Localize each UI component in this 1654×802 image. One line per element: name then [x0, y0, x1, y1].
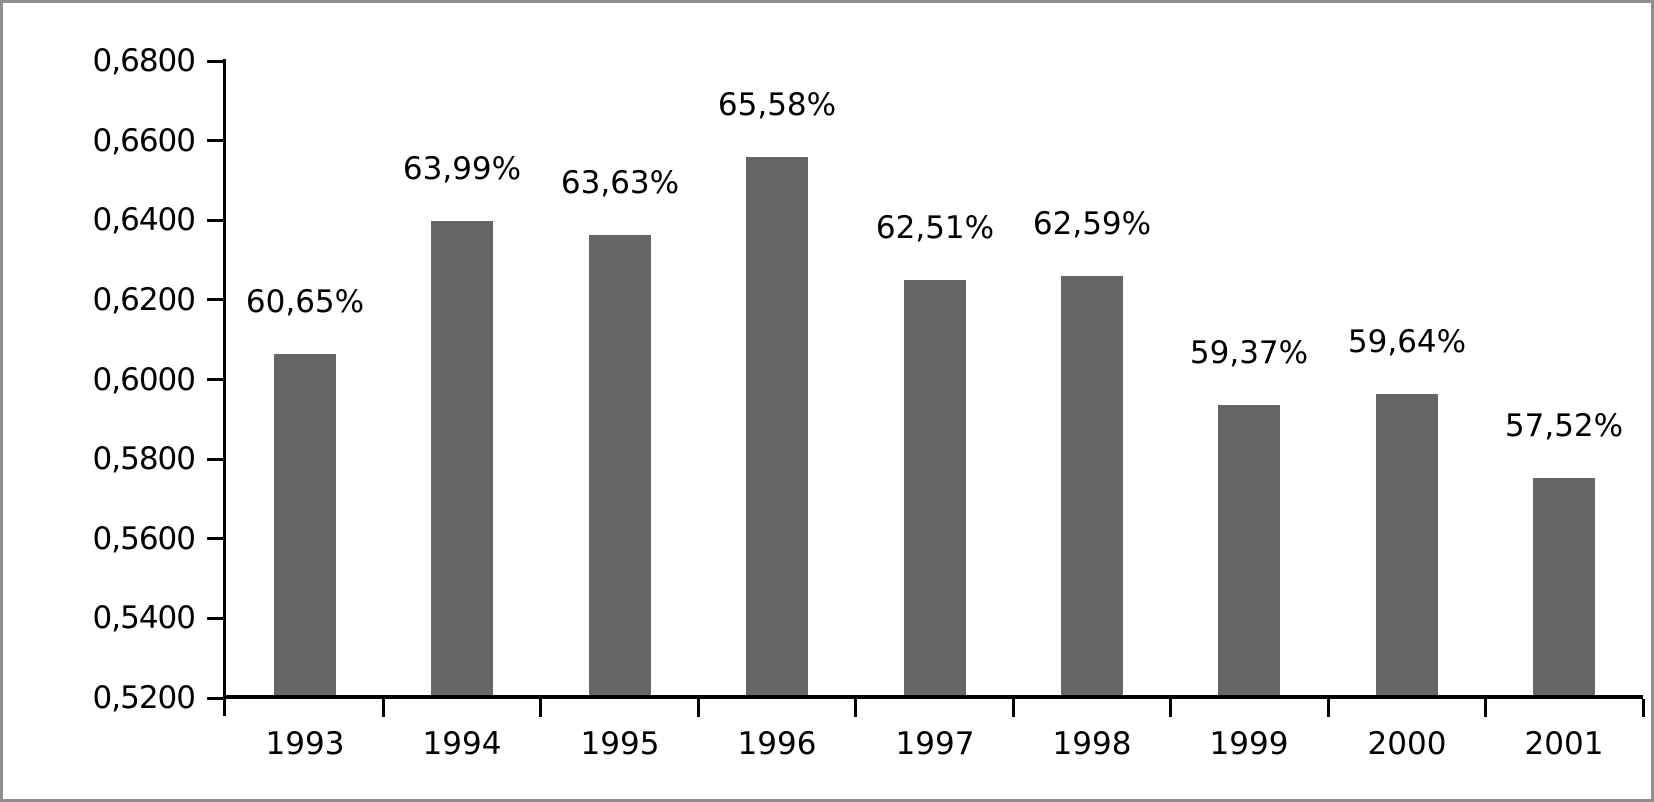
bar-value-label: 65,58% [717, 87, 837, 123]
x-tick [382, 699, 385, 717]
bar [1376, 394, 1438, 696]
y-tick-label: 0,5600 [92, 521, 196, 557]
bar [274, 354, 336, 696]
y-tick [207, 458, 223, 461]
x-tick [854, 699, 857, 717]
x-tick [1484, 699, 1487, 717]
y-tick-label: 0,6400 [92, 202, 196, 238]
y-axis-line [223, 59, 226, 716]
y-tick-label: 0,6200 [92, 282, 196, 318]
y-tick [207, 60, 223, 63]
y-tick [207, 219, 223, 222]
bar-value-label: 62,51% [875, 210, 995, 246]
bar-value-label: 60,65% [245, 284, 365, 320]
y-tick [207, 697, 223, 700]
x-tick [1327, 699, 1330, 717]
y-tick-label: 0,5800 [92, 441, 196, 477]
x-axis-label: 1998 [1052, 726, 1132, 762]
y-tick [207, 537, 223, 540]
y-tick-label: 0,5400 [92, 600, 196, 636]
y-tick [207, 298, 223, 301]
x-axis-label: 1996 [737, 726, 817, 762]
bar-value-label: 63,99% [402, 151, 522, 187]
bar-value-label: 57,52% [1504, 408, 1624, 444]
bar [589, 235, 651, 696]
bar [746, 157, 808, 696]
y-tick [207, 378, 223, 381]
x-tick [1642, 699, 1645, 717]
x-tick [1012, 699, 1015, 717]
x-axis-label: 1993 [265, 726, 345, 762]
y-tick-label: 0,6800 [92, 43, 196, 79]
bar [904, 280, 966, 696]
x-axis-label: 2001 [1524, 726, 1604, 762]
y-tick [207, 139, 223, 142]
bar [431, 221, 493, 696]
x-axis-label: 1997 [895, 726, 975, 762]
y-tick [207, 617, 223, 620]
bar-value-label: 63,63% [560, 165, 680, 201]
y-tick-label: 0,6600 [92, 123, 196, 159]
y-tick-label: 0,6000 [92, 362, 196, 398]
x-tick [697, 699, 700, 717]
x-axis-line [223, 695, 1643, 699]
bar [1061, 276, 1123, 696]
bar [1218, 405, 1280, 696]
bar-value-label: 59,64% [1347, 324, 1467, 360]
x-axis-label: 1999 [1209, 726, 1289, 762]
x-axis-label: 1994 [422, 726, 502, 762]
x-axis-label: 2000 [1367, 726, 1447, 762]
bar [1533, 478, 1595, 696]
bar-chart: 0,5200 0,5400 0,5600 0,5800 0,6000 0,6200 0,64… [3, 3, 1651, 799]
bar-value-label: 62,59% [1032, 206, 1152, 242]
y-tick-label: 0,5200 [92, 680, 196, 716]
bar-value-label: 59,37% [1189, 335, 1309, 371]
x-axis-label: 1995 [580, 726, 660, 762]
x-tick [539, 699, 542, 717]
x-tick [1169, 699, 1172, 717]
